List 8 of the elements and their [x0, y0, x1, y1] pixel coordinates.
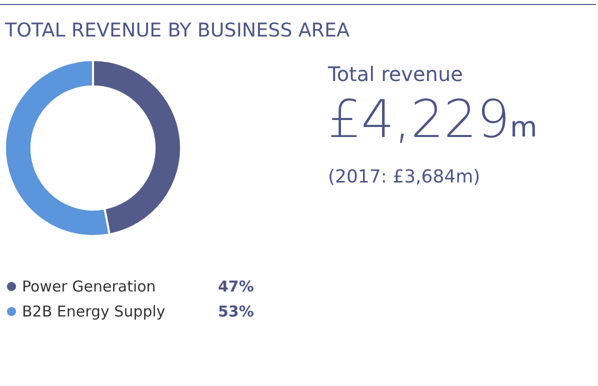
text: Total revenue — [327, 62, 463, 86]
text: £4,229m — [328, 90, 538, 150]
legend-label: B2B Energy Supply — [22, 302, 166, 320]
text: (2017: £3,684m) — [328, 166, 480, 188]
data-label: 53% — [218, 302, 254, 320]
data-label: 47% — [218, 278, 254, 296]
chart-title: TOTAL REVENUE BY BUSINESS AREA — [4, 20, 350, 42]
legend-label: Power Generation — [22, 278, 156, 296]
